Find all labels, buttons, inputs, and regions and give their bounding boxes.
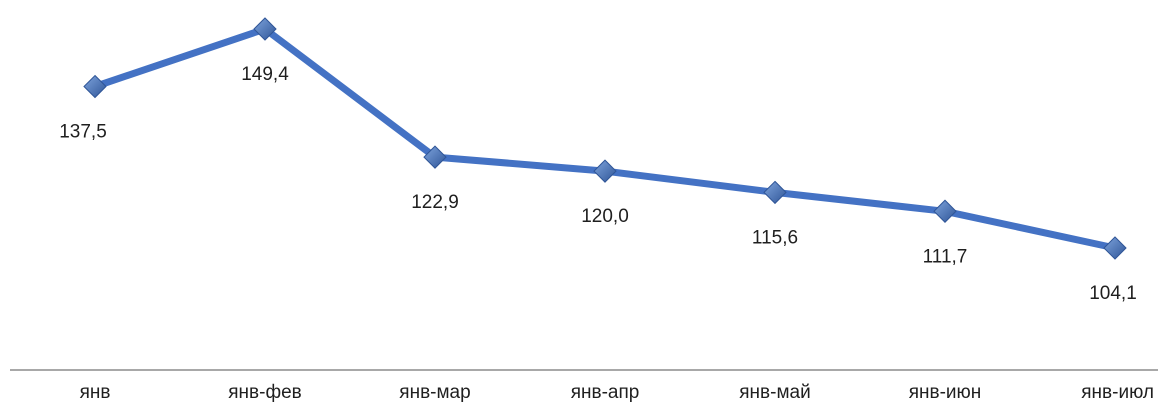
data-label: 111,7 — [923, 246, 968, 267]
data-label: 115,6 — [752, 227, 798, 248]
data-label: 137,5 — [59, 122, 107, 143]
data-point-marker — [763, 180, 787, 205]
x-tick-label: янв-июн — [909, 382, 982, 403]
data-point-marker — [423, 145, 447, 169]
data-point-marker — [593, 159, 617, 183]
data-point-marker — [253, 17, 277, 41]
data-point-marker — [83, 74, 107, 99]
data-label: 120,0 — [581, 206, 629, 227]
data-labels-group: 137,5 149,4 122,9 120,0 115,6 111,7 104,1 — [59, 64, 1137, 304]
x-tick-label: янв-фев — [228, 382, 302, 403]
x-tick-label: янв-май — [739, 382, 810, 403]
x-tick-label: янв-мар — [399, 382, 470, 403]
x-tick-label: янв-апр — [571, 382, 640, 403]
data-label: 104,1 — [1089, 283, 1137, 304]
data-point-marker — [933, 199, 957, 223]
x-tick-label: янв-июл — [1081, 382, 1154, 403]
x-tick-label: янв — [80, 382, 111, 403]
x-tick-labels-group: янв янв-фев янв-мар янв-апр янв-май янв-июн ян… — [80, 382, 1154, 403]
data-label: 122,9 — [411, 192, 459, 213]
data-label: 149,4 — [241, 64, 289, 85]
data-point-marker — [1103, 236, 1127, 260]
markers-group — [83, 17, 1127, 260]
